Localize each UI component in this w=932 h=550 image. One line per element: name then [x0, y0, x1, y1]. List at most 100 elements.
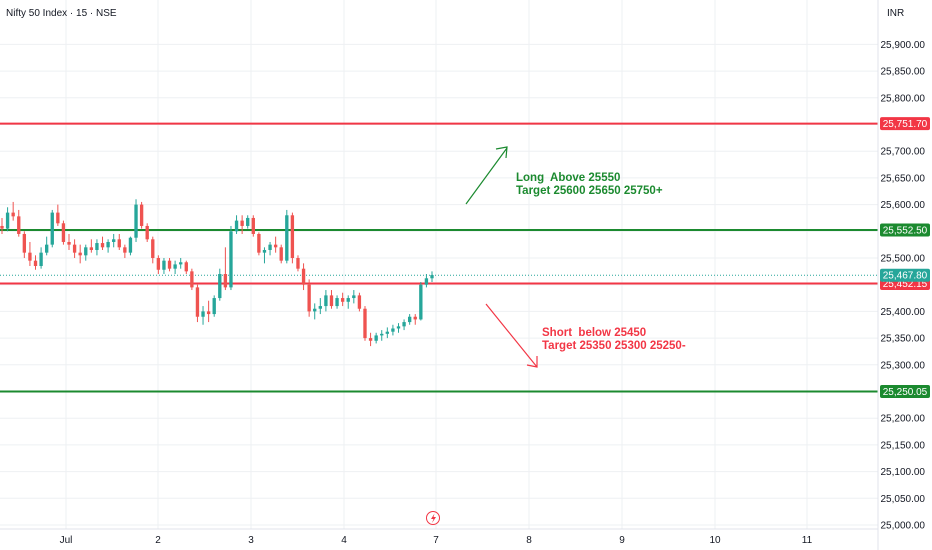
- candle-body: [363, 308, 367, 339]
- candle-body: [290, 215, 295, 258]
- candle: [218, 268, 222, 301]
- candle-body: [240, 220, 244, 226]
- candle: [117, 233, 121, 250]
- candle: [257, 232, 261, 256]
- candle-body: [335, 298, 339, 307]
- candle: [368, 332, 373, 347]
- candle-body: [368, 338, 373, 341]
- time-axis[interactable]: Jul 2 3 4 7 8 9 10 11: [0, 528, 878, 546]
- candle-body: [151, 239, 155, 258]
- candle: [100, 236, 105, 250]
- candle: [134, 199, 138, 242]
- resistance-level-tag-label: 25,452.15: [883, 279, 928, 290]
- candle: [318, 298, 322, 315]
- long-text-line2: Target 25600 25650 25750+: [516, 185, 663, 197]
- candle: [324, 290, 328, 312]
- candle-body: [407, 316, 412, 323]
- candle: [179, 258, 183, 269]
- last-price-tag: [880, 268, 930, 282]
- price-tick-label: 25,650.00: [881, 173, 926, 184]
- candle-body: [33, 260, 38, 267]
- candle-body: [212, 298, 216, 315]
- candle: [173, 260, 177, 275]
- short-text-line2: Target 25350 25300 25250-: [542, 340, 686, 352]
- candle-body: [89, 247, 94, 250]
- candle: [195, 284, 200, 323]
- candle: [374, 332, 378, 344]
- candle: [106, 239, 110, 253]
- candle-body: [28, 252, 32, 261]
- short-text-line1: Short below 25450: [542, 327, 646, 339]
- candle: [340, 292, 345, 307]
- candle-body: [419, 284, 423, 320]
- price-level-tags: 25,751.70 25,552.50 25,452.15 25,250.05 25,4…: [880, 117, 930, 398]
- time-tick-label: Jul: [60, 535, 73, 546]
- candle-body: [50, 212, 54, 245]
- candle: [11, 201, 15, 221]
- candle: [89, 239, 94, 253]
- support-level-tag: [880, 223, 930, 237]
- candle-body: [318, 306, 322, 309]
- candle: [61, 220, 66, 245]
- candle: [335, 295, 339, 309]
- candle-body: [430, 275, 434, 279]
- candle: [419, 282, 423, 321]
- candle: [190, 268, 194, 291]
- candle: [430, 271, 434, 283]
- candle: [279, 244, 283, 264]
- candle-body: [329, 295, 334, 307]
- candle-body: [156, 258, 161, 270]
- candle-body: [218, 274, 222, 299]
- support-level-tag-label: 25,250.05: [883, 387, 928, 398]
- symbol-title: Nifty 50 Index · 15 · NSE: [6, 8, 117, 19]
- candle-body: [234, 220, 239, 232]
- candle: [67, 233, 71, 250]
- candle: [139, 201, 144, 229]
- candle-body: [413, 316, 417, 320]
- support-level-tag-label: 25,552.50: [883, 225, 928, 236]
- candle-body: [340, 298, 345, 302]
- candle: [402, 319, 406, 331]
- candle-body: [357, 295, 362, 309]
- price-tick-label: 25,500.00: [881, 254, 926, 265]
- time-tick-label: 10: [709, 535, 721, 546]
- candle-body: [162, 260, 166, 270]
- time-tick-label: 4: [341, 535, 347, 546]
- price-tick-label: 25,200.00: [881, 414, 926, 425]
- candle-body: [11, 212, 15, 217]
- candle: [212, 295, 216, 317]
- candle: [184, 260, 188, 275]
- candle-body: [301, 268, 306, 285]
- candle-body: [179, 262, 183, 265]
- candle-body: [201, 311, 205, 317]
- price-tick-label: 25,100.00: [881, 467, 926, 478]
- candle-body: [352, 295, 356, 299]
- candle: [229, 225, 233, 291]
- candle: [112, 233, 116, 248]
- time-tick-label: 2: [155, 535, 161, 546]
- candles: [0, 199, 434, 347]
- candle-body: [173, 264, 177, 269]
- price-tick-label: 25,700.00: [881, 147, 926, 158]
- candle-body: [402, 322, 406, 327]
- candle: [234, 215, 239, 234]
- candle: [151, 236, 155, 264]
- event-lightning-icon[interactable]: [426, 511, 440, 525]
- candle-body: [117, 239, 121, 248]
- candle-body: [246, 217, 250, 226]
- candle: [206, 300, 211, 323]
- candle-body: [374, 335, 378, 341]
- candle: [162, 258, 166, 275]
- time-tick-label: 3: [248, 535, 254, 546]
- short-annotation: Short below 25450 Target 25350 25300 252…: [485, 303, 686, 368]
- candle: [290, 212, 295, 264]
- candle-body: [268, 244, 272, 250]
- candle: [17, 209, 21, 237]
- candle-body: [223, 274, 228, 288]
- price-tick-label: 25,000.00: [881, 521, 926, 532]
- candle-body: [106, 241, 110, 248]
- candle: [346, 295, 350, 309]
- candle: [251, 215, 255, 237]
- candle-body: [206, 311, 211, 315]
